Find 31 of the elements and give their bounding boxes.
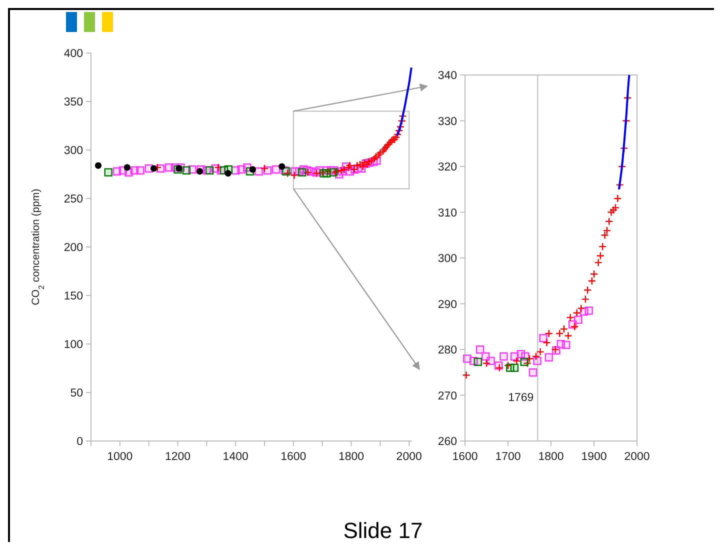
x-tick-label: 1400 (222, 451, 248, 463)
x-tick-label: 1800 (538, 451, 564, 463)
y-tick-label: 300 (438, 253, 457, 266)
ref-line-label: 1769 (508, 392, 534, 404)
y-tick-label: 0 (76, 436, 83, 448)
y-tick-label: 350 (64, 96, 83, 109)
x-tick-label: 1600 (452, 451, 478, 463)
y-tick-label: 310 (438, 207, 457, 220)
y-tick-label: 330 (438, 116, 457, 128)
y-tick-label: 200 (64, 242, 83, 254)
x-tick-label: 1800 (338, 451, 364, 463)
y-tick-label: 100 (64, 339, 83, 352)
x-tick-label: 1000 (107, 451, 133, 463)
y-tick-label: 300 (64, 145, 83, 158)
y-tick-label: 250 (64, 194, 83, 206)
y-tick-label: 50 (70, 388, 83, 400)
y-tick-label: 400 (64, 48, 83, 60)
x-tick-label: 2000 (624, 451, 650, 463)
text: Slide 17 (343, 518, 423, 543)
y-tick-label: 260 (438, 436, 457, 448)
y-tick-label: 320 (438, 162, 457, 174)
y-tick-label: 280 (438, 344, 457, 357)
x-tick-label: 1700 (495, 451, 521, 463)
x-tick-label: 1200 (164, 451, 191, 463)
y-tick-label: 270 (438, 390, 457, 402)
x-tick-label: 1600 (280, 451, 306, 463)
x-tick-label: 2000 (396, 451, 422, 463)
x-tick-label: 1900 (581, 451, 607, 463)
y-tick-label: 290 (438, 298, 457, 311)
y-tick-label: 340 (438, 70, 457, 82)
y-tick-label: 150 (64, 290, 83, 303)
